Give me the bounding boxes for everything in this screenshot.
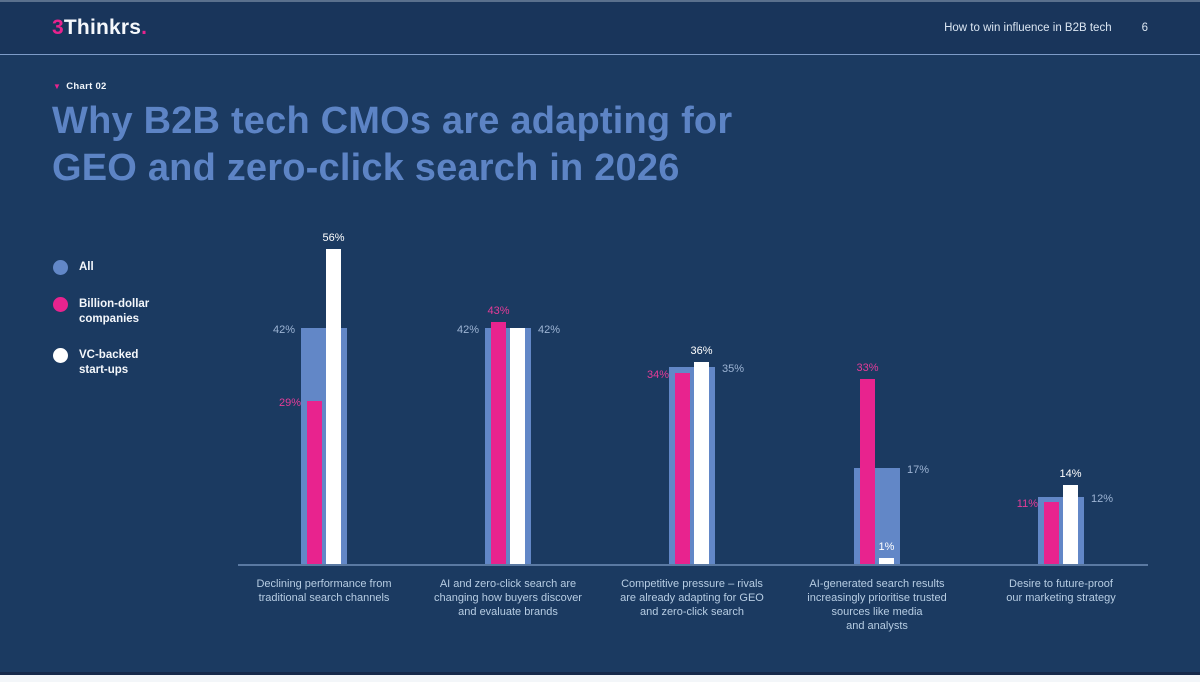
bar-value-vc-backed: 1% <box>878 541 895 553</box>
header-right: How to win influence in B2B tech 6 <box>944 22 1148 34</box>
legend-item: All <box>53 260 149 275</box>
legend-label: VC-backed start-ups <box>79 349 139 377</box>
category-label: Declining performance from traditional s… <box>256 578 392 604</box>
brand-logo: 3Thinkrs. <box>52 16 147 40</box>
category-label: AI-generated search results increasingly… <box>807 578 947 632</box>
bar-value-all: 17% <box>907 464 930 476</box>
legend-item: Billion-dollar companies <box>53 297 149 326</box>
legend-swatch-icon <box>53 348 68 364</box>
bar-billion-dollar <box>860 379 875 564</box>
logo-dot: . <box>141 16 148 39</box>
bar-value-vc-backed: 42% <box>538 324 561 336</box>
bar-billion-dollar <box>675 373 690 564</box>
x-axis-line <box>238 564 1148 566</box>
page-number: 6 <box>1141 22 1148 34</box>
logo-prefix: 3 <box>52 16 64 39</box>
page-title: Why B2B tech CMOs are adapting for GEO a… <box>52 98 732 191</box>
bar-value-billion-dollar: 33% <box>856 362 879 374</box>
bar-value-vc-backed: 36% <box>690 345 713 357</box>
category-label: Competitive pressure – rivals are alread… <box>620 578 764 618</box>
page-title-line1: Why B2B tech CMOs are adapting for <box>52 100 733 142</box>
chart-kicker: ▼ Chart 02 <box>53 81 107 92</box>
logo-name: Thinkrs <box>63 16 142 39</box>
bar-value-billion-dollar: 29% <box>278 397 301 409</box>
legend-item: VC-backed start-ups <box>53 348 149 377</box>
bar-value-all: 42% <box>272 324 295 336</box>
bar-value-all: 35% <box>722 363 745 375</box>
bar-vc-backed <box>510 328 525 564</box>
bar-value-billion-dollar: 11% <box>1016 498 1038 510</box>
page-title-line2: GEO and zero-click search in 2026 <box>52 146 680 189</box>
legend-label: All <box>79 261 94 273</box>
chart-legend: All Billion-dollar companies VC-backed sta… <box>53 260 149 400</box>
bar-value-all: 12% <box>1091 493 1114 505</box>
bar-vc-backed <box>1063 485 1078 564</box>
category-label: Desire to future-proof our marketing str… <box>1006 578 1116 604</box>
bar-billion-dollar <box>1044 502 1059 564</box>
bar-billion-dollar <box>491 322 506 564</box>
bar-value-billion-dollar: 43% <box>487 305 510 317</box>
bar-value-vc-backed: 56% <box>322 232 345 244</box>
document-title: How to win influence in B2B tech <box>944 22 1112 34</box>
bar-value-billion-dollar: 34% <box>646 369 669 381</box>
bar-billion-dollar <box>307 401 322 564</box>
chart-kicker-label: Chart 02 <box>66 81 107 92</box>
bar-vc-backed <box>879 558 894 564</box>
legend-swatch-icon <box>53 297 68 312</box>
triangle-marker-icon: ▼ <box>53 82 62 91</box>
bar-vc-backed <box>326 249 341 564</box>
bar-value-all: 42% <box>456 324 479 336</box>
legend-swatch-icon <box>53 260 68 275</box>
category-label: AI and zero-click search are changing ho… <box>434 578 582 618</box>
bar-value-vc-backed: 14% <box>1059 468 1082 480</box>
header-bar: 3Thinkrs. How to win influence in B2B te… <box>0 2 1200 55</box>
bar-vc-backed <box>694 362 709 564</box>
legend-label: Billion-dollar companies <box>79 298 150 325</box>
